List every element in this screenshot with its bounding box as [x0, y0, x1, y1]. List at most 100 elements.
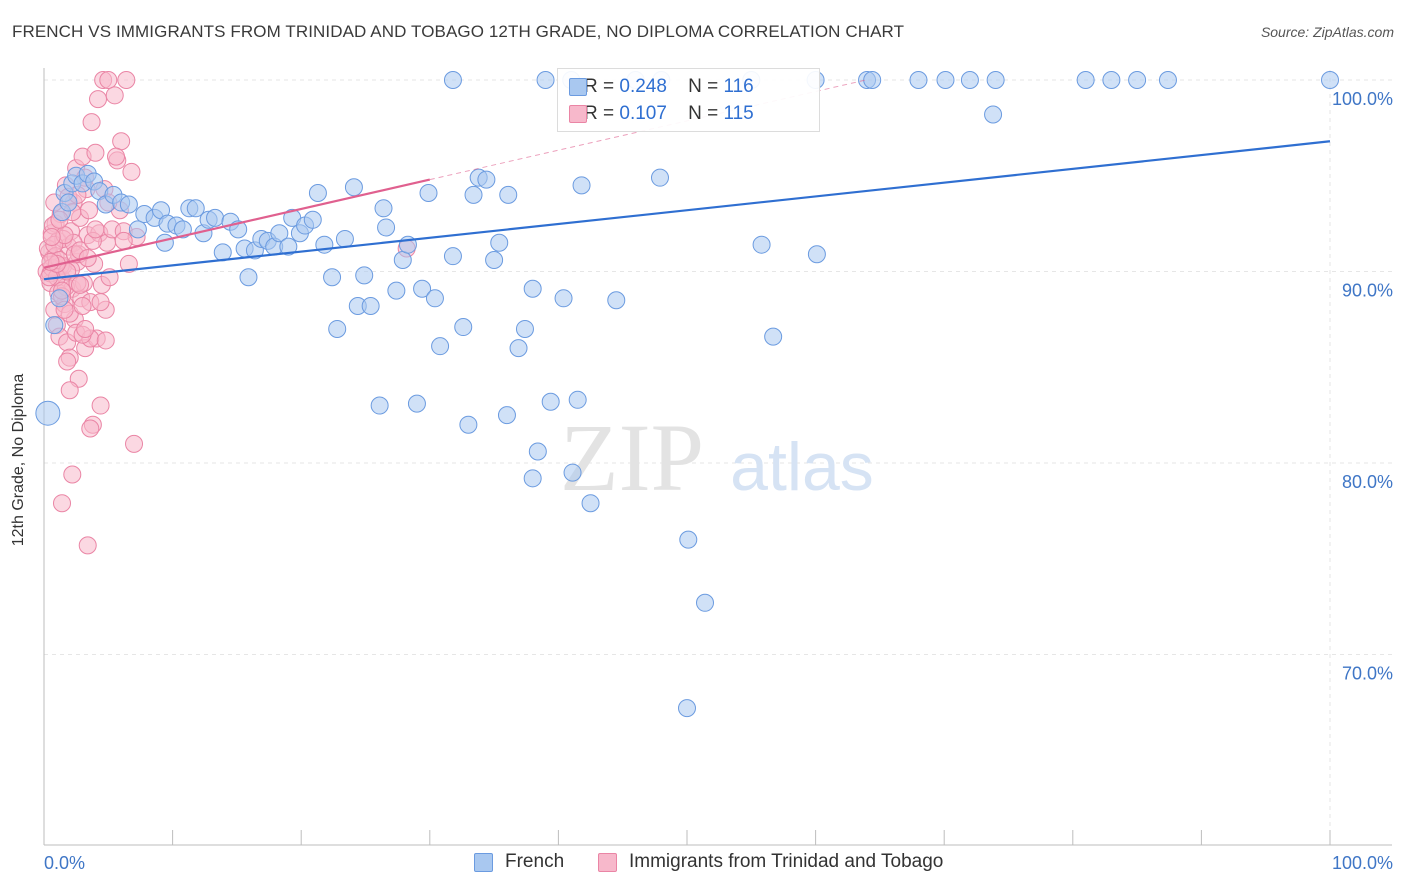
- french-point: [443, 71, 462, 89]
- french-point: [45, 316, 64, 335]
- trinidad-point: [105, 86, 124, 105]
- trinidad-point: [81, 419, 100, 438]
- legend-row-french: R = 0.248 N = 116: [569, 75, 754, 99]
- french-point: [361, 296, 380, 315]
- tick-labels: 100.0% 90.0% 80.0% 70.0% 0.0% 100.0%: [44, 89, 1393, 873]
- french-point: [490, 233, 509, 252]
- french-point: [528, 442, 547, 461]
- grid-lines: [44, 70, 1392, 830]
- french-point: [239, 268, 258, 287]
- y-axis-label: 12th Grade, No Diploma: [10, 373, 27, 547]
- french-point: [960, 71, 979, 89]
- legend-swatch-french: [569, 78, 587, 96]
- french-point: [393, 251, 412, 270]
- french-point: [355, 266, 374, 285]
- french-point: [581, 494, 600, 513]
- bottom-legend-swatch-trinidad: [598, 852, 617, 872]
- y-tick-label: 90.0%: [1342, 281, 1393, 301]
- chart-title: FRENCH VS IMMIGRANTS FROM TRINIDAD AND T…: [12, 22, 905, 41]
- trinidad-point: [63, 465, 82, 484]
- french-point: [936, 71, 955, 89]
- correlation-legend: R = 0.248 N = 116 R = 0.107 N = 115: [557, 68, 820, 132]
- french-point: [119, 195, 138, 214]
- legend-n-label: N =: [688, 103, 719, 124]
- french-point: [303, 210, 322, 229]
- french-point: [477, 170, 496, 189]
- bottom-legend-swatch-french: [474, 852, 493, 872]
- trinidad-point: [114, 231, 133, 250]
- french-trend-line: [43, 140, 1331, 281]
- french-point: [407, 394, 426, 413]
- watermark-zip: ZIP: [560, 404, 704, 511]
- trinidad-point: [125, 434, 144, 453]
- legend-swatch-trinidad: [569, 105, 587, 123]
- french-point: [1321, 71, 1339, 89]
- french-point: [863, 71, 882, 89]
- french-point: [807, 245, 826, 264]
- french-point: [186, 199, 205, 218]
- bottom-legend-label-trinidad: Immigrants from Trinidad and Tobago: [629, 851, 944, 872]
- french-point: [764, 327, 783, 346]
- legend-r-label: R =: [584, 103, 615, 124]
- french-point: [499, 185, 518, 204]
- french-point: [59, 193, 78, 212]
- bottom-legend-french[interactable]: French: [474, 851, 564, 873]
- bottom-legend-trinidad[interactable]: Immigrants from Trinidad and Tobago: [598, 851, 943, 873]
- french-point: [464, 185, 483, 204]
- french-point: [650, 168, 669, 187]
- french-point: [1102, 71, 1121, 89]
- french-point: [270, 224, 289, 243]
- french-point: [454, 318, 473, 337]
- french-point: [554, 289, 573, 308]
- french-point: [523, 469, 542, 488]
- french-point: [752, 235, 771, 254]
- y-tick-label: 70.0%: [1342, 664, 1393, 684]
- trinidad-point: [73, 296, 92, 315]
- trinidad-point: [112, 132, 131, 151]
- french-point: [986, 71, 1005, 89]
- trinidad-points: [37, 71, 416, 555]
- trinidad-point: [80, 201, 99, 220]
- trinidad-trend-line: [43, 178, 431, 269]
- french-point: [497, 406, 516, 425]
- trinidad-point: [117, 71, 136, 89]
- french-point: [523, 279, 542, 298]
- french-point: [279, 237, 298, 256]
- french-point: [206, 208, 225, 227]
- trinidad-point: [91, 293, 110, 312]
- french-point: [563, 463, 582, 482]
- source-label: Source: ZipAtlas.com: [1260, 24, 1394, 40]
- french-point: [387, 281, 406, 300]
- french-point: [679, 530, 698, 549]
- trinidad-point: [99, 71, 118, 89]
- trinidad-point: [122, 162, 141, 181]
- y-tick-label: 80.0%: [1342, 472, 1393, 492]
- french-point: [308, 183, 327, 202]
- french-point: [696, 593, 715, 612]
- x-tick-label-max: 100.0%: [1332, 853, 1393, 873]
- french-point: [431, 337, 450, 356]
- watermark-atlas: atlas: [730, 429, 874, 505]
- french-point: [425, 289, 444, 308]
- french-point: [413, 279, 432, 298]
- legend-r-trinidad: 0.107: [619, 103, 667, 124]
- trinidad-point: [60, 381, 79, 400]
- trinidad-point: [96, 331, 115, 350]
- french-points: [35, 71, 1339, 718]
- x-tick-label-min: 0.0%: [44, 853, 85, 873]
- trinidad-point: [91, 396, 110, 415]
- french-point: [173, 220, 192, 239]
- trinidad-point: [86, 220, 105, 239]
- french-point: [536, 71, 555, 89]
- french-point: [344, 178, 363, 197]
- french-point: [607, 291, 626, 310]
- french-point: [128, 220, 147, 239]
- trinidad-point: [58, 352, 77, 371]
- french-point: [370, 396, 389, 415]
- axes: [43, 68, 1392, 846]
- french-point: [678, 699, 696, 718]
- legend-n-french: 116: [723, 76, 754, 97]
- legend-n-trinidad: 115: [723, 103, 754, 124]
- trinidad-point: [78, 536, 97, 555]
